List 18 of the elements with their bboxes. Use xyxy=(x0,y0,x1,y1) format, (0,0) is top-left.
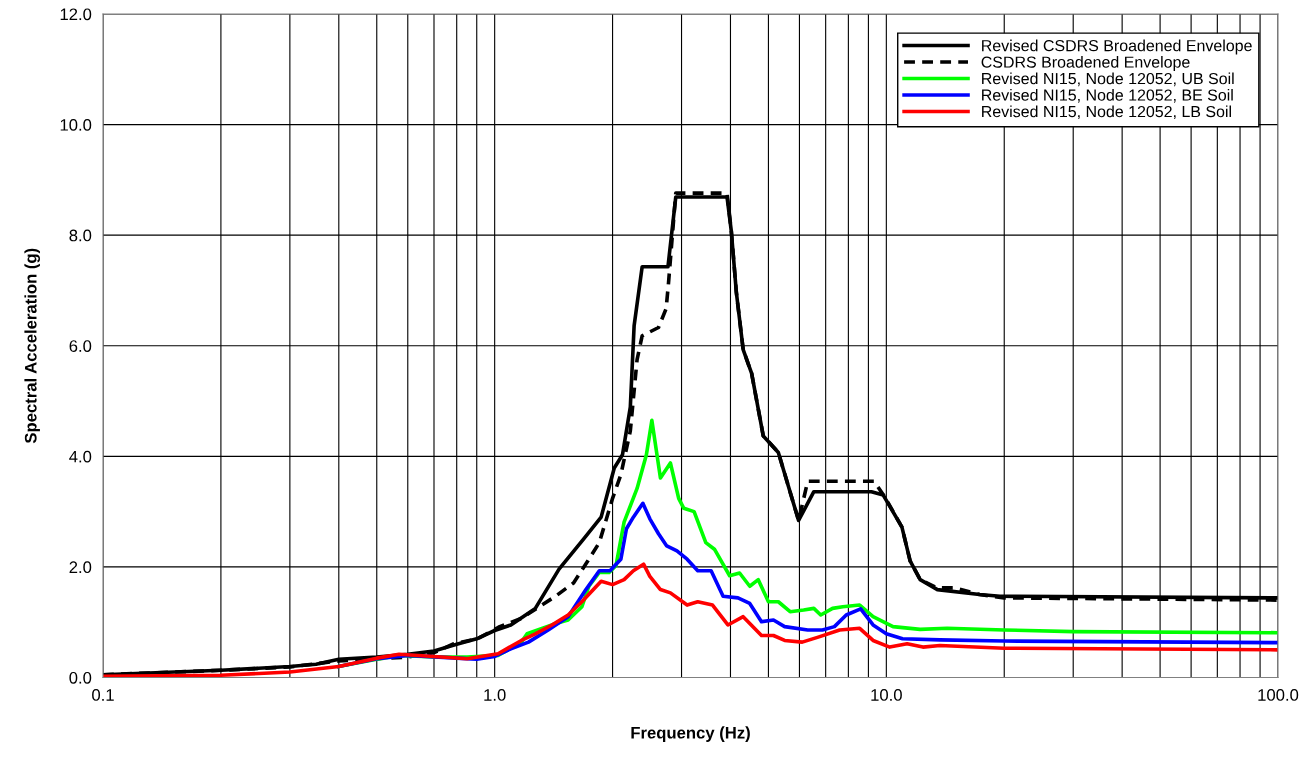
y-tick-label: 0.0 xyxy=(69,671,92,684)
y-tick-label: 6.0 xyxy=(69,340,92,352)
x-axis-title: Frequency (Hz) xyxy=(631,726,750,742)
y-tick-label: 12.0 xyxy=(60,8,92,21)
y-tick-label: 10.0 xyxy=(60,118,92,131)
y-tick-label: 8.0 xyxy=(69,229,92,242)
x-tick-label: 1.0 xyxy=(484,689,506,701)
legend-label: Revised NI15, Node 12052, LB Soil xyxy=(982,105,1231,120)
legend-label: CSDRS Broadened Envelope xyxy=(981,56,1190,71)
x-tick-label: 10.0 xyxy=(871,689,902,701)
legend-label: Revised NI15, Node 12052, BE Soil xyxy=(982,89,1233,103)
legend-label: Revised CSDRS Broadened Envelope xyxy=(982,39,1252,55)
y-tick-label: 2.0 xyxy=(69,561,92,574)
x-tick-label: 0.1 xyxy=(92,689,114,701)
x-tick-label: 100.0 xyxy=(1258,689,1299,701)
legend-label: Revised NI15, Node 12052, UB Soil xyxy=(982,72,1234,87)
y-tick-label: 4.0 xyxy=(69,450,92,463)
y-axis-title: Spectral Acceleration (g) xyxy=(24,248,41,444)
